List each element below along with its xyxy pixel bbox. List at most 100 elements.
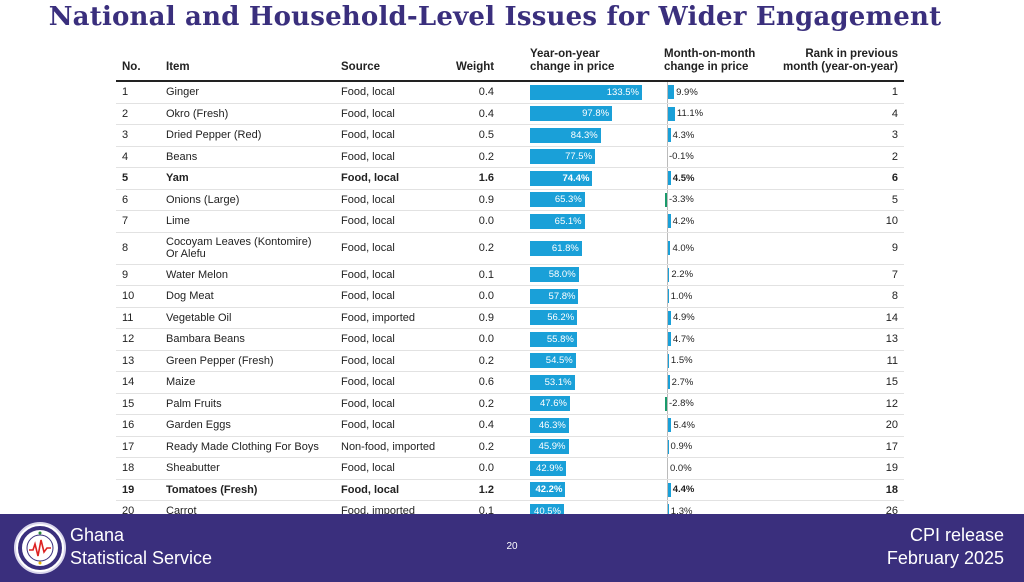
row-number: 1 (122, 86, 129, 99)
table-row: 7 Lime Food, local 0.0 65.1% 4.2% 10 (116, 211, 904, 233)
mom-bar (668, 439, 669, 454)
yoy-bar: 56.2% (530, 310, 578, 326)
yoy-cell: 53.1% (530, 372, 648, 393)
mom-bar (668, 332, 671, 346)
row-number: 7 (122, 215, 129, 228)
page-number: 20 (506, 541, 518, 552)
previous-rank: 5 (891, 193, 898, 206)
yoy-bar: 97.8% (530, 106, 613, 122)
previous-rank: 14 (885, 311, 898, 324)
item-source: Food, local (341, 150, 395, 163)
item-name: Beans (166, 150, 198, 163)
row-number: 15 (122, 397, 135, 410)
org-name: Ghana Statistical Service (70, 524, 212, 570)
item-source: Food, local (341, 290, 395, 303)
previous-rank: 11 (886, 354, 898, 367)
mom-label: 1.5% (670, 355, 693, 367)
table-header: No. Item Source Weight Year-on-year chan… (116, 44, 904, 82)
item-source: Food, local (341, 397, 395, 410)
item-weight: 0.0 (478, 290, 494, 303)
row-number: 2 (122, 107, 129, 120)
item-source: Food, local (341, 268, 395, 281)
table-row: 14 Maize Food, local 0.6 53.1% 2.7% 15 (116, 372, 904, 394)
item-source: Food, local (341, 354, 395, 367)
item-source: Non-food, imported (341, 440, 436, 453)
page-title: National and Household-Level Issues for … (48, 2, 942, 32)
header-weight: Weight (456, 61, 495, 73)
header-mom: Month-on-month change in price (664, 48, 755, 74)
table-row: 9 Water Melon Food, local 0.1 58.0% 2.2% 7 (116, 264, 904, 286)
yoy-cell: 77.5% (530, 147, 648, 168)
table-row: 8 Cocoyam Leaves (Kontomire) Or Alefu Food… (116, 232, 904, 265)
mom-label: 1.0% (670, 290, 693, 302)
row-number: 18 (122, 462, 135, 475)
yoy-bar: 45.9% (530, 439, 569, 455)
mom-bar (668, 85, 675, 99)
item-weight: 0.2 (478, 440, 494, 453)
item-name: Carrot (166, 505, 197, 518)
yoy-bar: 57.8% (530, 288, 579, 304)
yoy-cell: 58.0% (530, 265, 648, 286)
mom-bar (668, 418, 672, 432)
mom-axis (667, 372, 668, 393)
mom-axis (667, 125, 668, 146)
mom-axis (667, 458, 668, 479)
yoy-cell: 65.1% (530, 211, 648, 232)
header-yoy-line2: change in price (530, 61, 615, 73)
header-yoy: Year-on-year change in price (530, 48, 614, 74)
header-no: No. (122, 61, 141, 73)
item-source: Food, local (341, 333, 395, 346)
item-name: Vegetable Oil (166, 311, 232, 324)
mom-bar (668, 289, 669, 303)
logo-emblem-icon (18, 526, 62, 570)
yoy-bar: 74.4% (530, 170, 593, 186)
previous-rank: 7 (891, 268, 898, 281)
release-date: February 2025 (886, 548, 1004, 568)
gss-logo (14, 522, 66, 574)
yoy-bar: 61.8% (530, 240, 582, 256)
yoy-cell: 97.8% (530, 104, 648, 125)
mom-axis (667, 307, 668, 328)
mom-axis (667, 168, 668, 189)
item-name: Sheabutter (166, 462, 220, 475)
previous-rank: 6 (891, 172, 898, 185)
item-name: Maize (166, 376, 196, 389)
item-source: Food, local (341, 419, 395, 432)
table-row: 15 Palm Fruits Food, local 0.2 47.6% -2.8% 12 (116, 393, 904, 415)
yoy-cell: 57.8% (530, 286, 648, 307)
mom-bar (664, 192, 667, 207)
item-name: Green Pepper (Fresh) (166, 354, 274, 367)
previous-rank: 19 (885, 462, 898, 475)
table-row: 1 Ginger Food, local 0.4 133.5% 9.9% 1 (116, 82, 904, 104)
previous-rank: 13 (885, 333, 898, 346)
mom-label: 0.9% (670, 441, 693, 453)
yoy-bar: 84.3% (530, 127, 601, 143)
yoy-cell: 42.2% (530, 480, 648, 501)
row-number: 3 (122, 129, 129, 142)
previous-rank: 2 (891, 150, 898, 163)
table-body: 1 Ginger Food, local 0.4 133.5% 9.9% 1 2 Okro (F… (116, 82, 904, 523)
item-weight: 0.0 (478, 462, 494, 475)
item-name: Ginger (166, 86, 200, 99)
mom-label: 4.4% (672, 484, 695, 496)
row-number: 13 (122, 354, 135, 367)
org-name-line2: Statistical Service (70, 548, 213, 568)
mom-bar (668, 128, 671, 142)
yoy-cell: 56.2% (530, 308, 648, 329)
mom-label: 4.0% (672, 242, 695, 254)
org-name-line1: Ghana (70, 525, 125, 545)
table-row: 17 Ready Made Clothing For Boys Non-food, … (116, 436, 904, 458)
mom-label: -0.1% (669, 151, 694, 163)
yoy-bar: 53.1% (530, 374, 575, 390)
mom-label: 11.1% (676, 108, 704, 120)
header-yoy-line1: Year-on-year (530, 48, 600, 60)
row-number: 19 (122, 483, 135, 496)
item-weight: 0.4 (478, 107, 494, 120)
item-name: Garden Eggs (166, 419, 231, 432)
previous-rank: 8 (891, 290, 898, 303)
item-source: Food, local (341, 462, 395, 475)
header-mom-line1: Month-on-month (664, 48, 756, 60)
yoy-bar: 55.8% (530, 331, 577, 347)
item-name: Ready Made Clothing For Boys (166, 440, 319, 453)
item-source: Food, local (341, 86, 395, 99)
